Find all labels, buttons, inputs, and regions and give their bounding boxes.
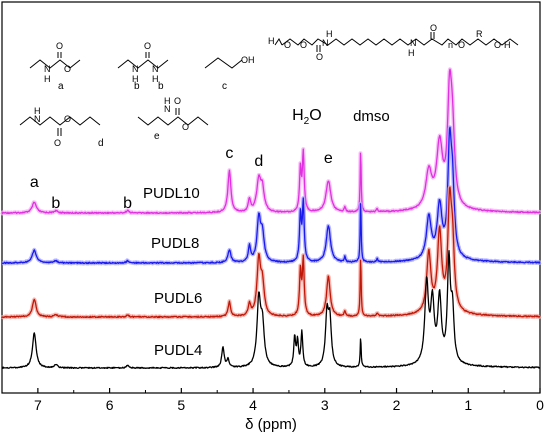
svg-text:H: H [326,29,333,39]
svg-text:O: O [316,52,323,62]
svg-text:O: O [494,40,501,50]
svg-text:H: H [132,74,139,84]
svg-text:d: d [98,138,104,149]
svg-text:b: b [134,81,140,92]
svg-text:e: e [154,131,160,142]
spectrum-line-pudl8 [1,126,541,265]
svg-text:O: O [458,40,465,50]
fragment-a [29,52,81,69]
peak-annotation: H2O [292,107,322,127]
series-label-pudl4: PUDL4 [154,342,202,359]
svg-text:N: N [164,104,171,114]
svg-text:H: H [164,96,171,106]
svg-text:n: n [448,40,453,50]
spectrum-line-pudl10 [1,68,541,215]
svg-text:a: a [58,81,64,92]
spectrum-line-pudl4 [1,250,541,370]
fragment-b [117,52,169,69]
polymer-structure [274,32,519,52]
svg-text:O: O [430,23,437,33]
svg-text:H: H [34,106,41,116]
svg-text:H: H [152,74,159,84]
peak-annotation: d [254,153,263,170]
svg-text:OH: OH [241,55,255,65]
x-tick-label: 5 [177,397,185,413]
x-tick-label: 7 [34,397,42,413]
plot-area: PUDL10 PUDL8 PUDL6 PUDL4 [0,1,542,394]
fragment-d [19,116,101,136]
svg-text:O: O [174,96,181,106]
svg-text:O: O [54,138,61,148]
svg-text:N: N [152,64,159,74]
x-tick-label: 3 [321,397,329,413]
svg-text:N: N [44,64,51,74]
svg-text:H: H [268,36,275,46]
peak-annotation: b [51,195,60,212]
series-label-pudl8: PUDL8 [151,235,199,252]
fragment-c [204,57,243,69]
svg-text:O: O [56,41,63,51]
chemical-structures: H O O O H N N H O n O R O H [19,23,519,149]
x-tick-label: 6 [106,397,114,413]
svg-text:O: O [64,114,71,124]
x-tick-label: 4 [249,397,257,413]
x-tick-label: 1 [464,397,472,413]
svg-text:N: N [132,64,139,74]
svg-text:N: N [34,114,41,124]
spectrum-line-pudl6 [1,186,541,319]
x-tick-label: 2 [393,397,401,413]
svg-text:b: b [158,81,164,92]
peak-annotation: b [123,195,132,212]
svg-text:N: N [322,38,329,48]
peak-annotation: e [324,150,333,167]
svg-text:O: O [144,41,151,51]
fragment-e [137,108,209,126]
svg-text:R: R [476,29,483,39]
svg-text:c: c [222,81,227,92]
svg-text:H: H [44,74,51,84]
svg-text:N: N [410,38,417,48]
fragment-labels: O N H O a O N H N H b b OH c N H O O d N [34,41,255,149]
polymer-structure-text: H O O O H N N H O n O R O H [268,23,511,62]
plot-frame [1,1,541,394]
x-axis-label: δ (ppm) [245,416,297,433]
x-axis: 7 6 5 4 3 2 1 0 δ (ppm) [1,388,544,433]
x-tick-label: 0 [536,397,544,413]
svg-text:O: O [64,64,71,74]
svg-text:H: H [408,48,415,58]
svg-text:O: O [300,40,307,50]
series-label-pudl10: PUDL10 [143,185,200,202]
series-label-pudl6: PUDL6 [154,290,202,307]
peak-annotation: a [30,174,39,191]
svg-text:H: H [504,40,511,50]
svg-text:O: O [182,122,189,132]
peak-annotation: c [225,145,233,162]
svg-text:O: O [284,40,291,50]
peak-annotation: dmso [353,108,390,125]
